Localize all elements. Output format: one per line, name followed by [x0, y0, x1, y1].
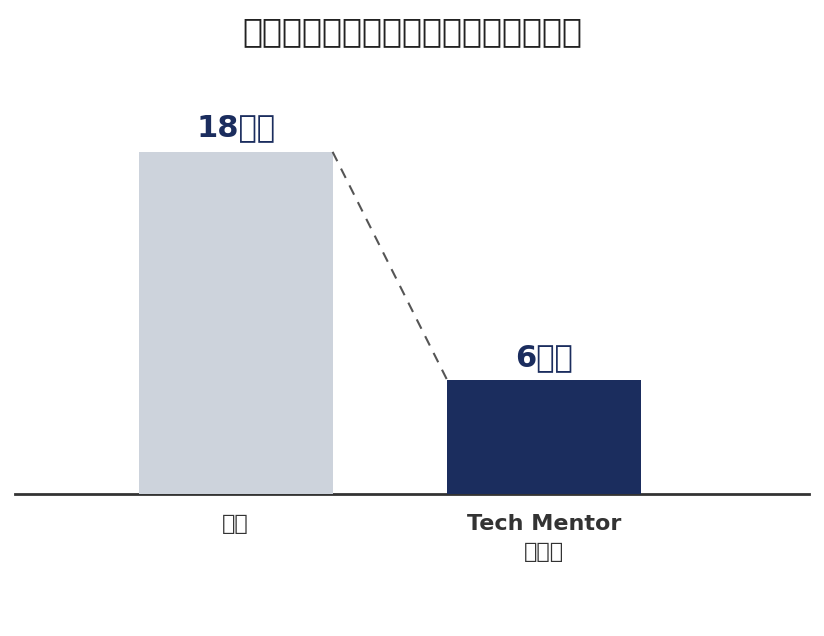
- Text: 6ヶ月: 6ヶ月: [516, 343, 574, 373]
- Text: 独学: 独学: [222, 513, 249, 534]
- Bar: [138, 152, 333, 494]
- Text: 受講生: 受講生: [524, 542, 564, 562]
- Text: 18ヶ月: 18ヶ月: [196, 113, 275, 142]
- Bar: [447, 380, 641, 494]
- Title: エンジニアになるまでの平均学習時間: エンジニアになるまでの平均学習時間: [242, 15, 582, 48]
- Text: Tech Mentor: Tech Mentor: [467, 513, 621, 534]
